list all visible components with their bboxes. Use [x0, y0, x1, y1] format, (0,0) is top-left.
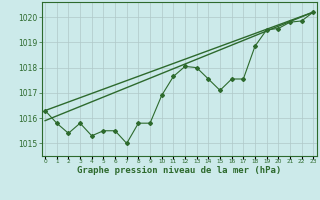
X-axis label: Graphe pression niveau de la mer (hPa): Graphe pression niveau de la mer (hPa) — [77, 166, 281, 175]
